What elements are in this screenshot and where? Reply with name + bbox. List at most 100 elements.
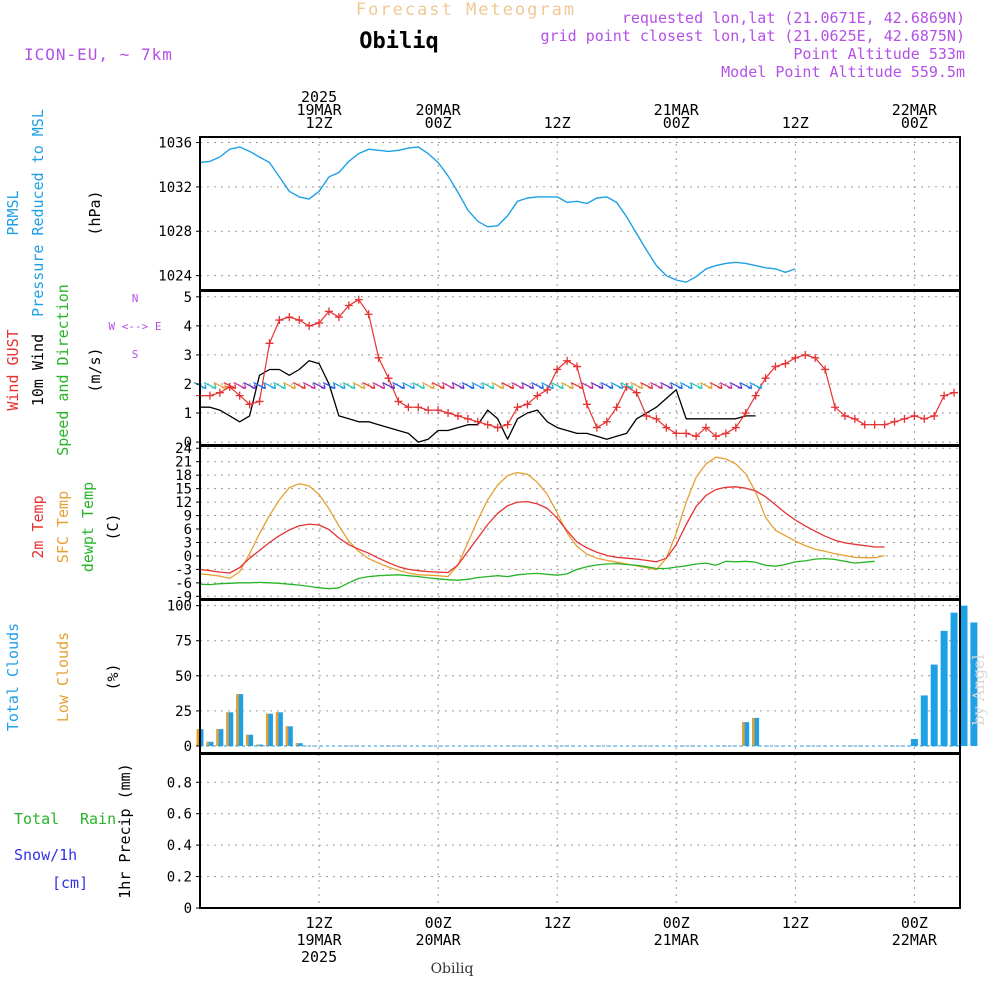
low-clouds-bar xyxy=(246,734,249,746)
total-clouds-bar xyxy=(910,738,918,746)
gust-point-marker xyxy=(305,321,314,330)
wind-direction-arrow xyxy=(372,381,386,390)
wind-direction-arrow xyxy=(253,381,267,390)
gust-point-marker xyxy=(374,353,383,362)
precipitation-ytick-label: 0.8 xyxy=(167,775,192,791)
wind-direction-arrow xyxy=(431,381,445,390)
low-clouds-bar xyxy=(285,726,289,746)
gust-point-marker xyxy=(414,403,423,412)
gust-point-marker xyxy=(235,391,244,400)
total-clouds-bar xyxy=(295,743,303,746)
pressure-ytick-label: 1028 xyxy=(158,224,192,240)
dewpoint-temp-line xyxy=(199,557,875,590)
gust-point-marker xyxy=(384,374,393,383)
wind-direction-arrow xyxy=(332,381,346,390)
wind-direction-arrow xyxy=(521,381,535,390)
gust-point-marker xyxy=(463,414,472,423)
gust-point-marker xyxy=(453,411,462,420)
compass-south: S xyxy=(132,348,139,361)
temperature-ytick-label: 24 xyxy=(175,441,192,457)
top-time-label: 19MAR xyxy=(296,101,342,119)
gust-point-marker xyxy=(582,400,591,409)
low-clouds-bar xyxy=(216,729,219,746)
temp-label-2m: 2m Temp xyxy=(29,495,47,558)
gust-point-marker xyxy=(910,411,919,420)
total-clouds-bar xyxy=(246,734,254,746)
gust-point-marker xyxy=(424,406,433,415)
temperature-ytick-label: 18 xyxy=(175,468,192,484)
gust-point-marker xyxy=(483,420,492,429)
wind-direction-arrow xyxy=(203,381,217,390)
wind-direction-arrow xyxy=(273,381,287,390)
gust-point-marker xyxy=(930,411,939,420)
gust-point-marker xyxy=(850,414,859,423)
low-clouds-bar xyxy=(206,741,209,746)
gust-point-marker xyxy=(354,295,363,304)
wind-direction-arrow xyxy=(550,381,564,390)
clouds-panel-frame xyxy=(199,599,961,754)
wind-direction-arrow xyxy=(709,381,723,390)
gust-point-marker xyxy=(900,414,909,423)
pressure-label-desc: Pressure Reduced to MSL xyxy=(29,109,47,317)
model-altitude: Model Point Altitude 559.5m xyxy=(721,63,965,81)
gust-point-marker xyxy=(821,365,830,374)
gust-point-marker xyxy=(285,313,294,322)
gust-point-marker xyxy=(592,423,601,432)
bottom-time-label: 12Z xyxy=(782,914,809,932)
wind-direction-arrow xyxy=(620,381,634,390)
top-time-label: 00Z xyxy=(663,114,690,132)
gust-point-marker xyxy=(860,420,869,429)
gridpoint-coords: grid point closest lon,lat (21.0625E, 42… xyxy=(541,27,965,45)
wind-direction-arrow xyxy=(679,381,693,390)
gust-point-marker xyxy=(503,420,512,429)
gust-point-marker xyxy=(711,432,720,441)
grid-lines xyxy=(200,137,960,908)
gust-point-marker xyxy=(940,391,949,400)
gust-point-marker xyxy=(870,420,879,429)
wind-direction-arrow xyxy=(580,381,594,390)
clouds-label-unit: (%) xyxy=(104,663,122,690)
top-time-label: 22MAR xyxy=(892,101,938,119)
wind-ytick-label: 4 xyxy=(184,319,192,335)
low-clouds-bar xyxy=(275,712,279,746)
top-time-label: 21MAR xyxy=(654,101,700,119)
sfc-temp-line xyxy=(199,456,885,580)
wind-direction-arrow xyxy=(739,381,753,390)
total-clouds-bar xyxy=(216,729,224,746)
footer-location: Obiliq xyxy=(431,961,474,977)
bottom-time-label: 00Z xyxy=(663,914,690,932)
gust-point-marker xyxy=(493,423,502,432)
clouds-ytick-label: 0 xyxy=(184,739,192,755)
gust-point-marker xyxy=(295,316,304,325)
temperature-ytick-label: -3 xyxy=(175,562,192,578)
gust-point-marker xyxy=(731,423,740,432)
gust-point-marker xyxy=(434,406,443,415)
wind-direction-arrow xyxy=(223,381,237,390)
low-clouds-bar xyxy=(236,694,239,746)
wind-direction-arrow xyxy=(699,381,713,390)
precipitation-ytick-label: 0 xyxy=(184,901,192,917)
wind-direction-arrow xyxy=(243,381,257,390)
gust-point-marker xyxy=(553,365,562,374)
top-time-label: 20MAR xyxy=(416,101,462,119)
low-clouds-bar xyxy=(265,713,269,746)
gust-point-marker xyxy=(781,359,790,368)
gust-point-marker xyxy=(404,403,413,412)
precipitation-ytick-label: 0.4 xyxy=(167,838,192,854)
wind-direction-arrow xyxy=(263,381,277,390)
total-clouds-bar xyxy=(970,622,978,746)
wind-direction-arrow xyxy=(531,381,544,390)
gust-point-marker xyxy=(632,388,641,397)
total-clouds-bar xyxy=(275,712,283,746)
wind-speed-line xyxy=(200,360,756,443)
gust-point-marker xyxy=(324,307,333,316)
precipitation-panel-frame xyxy=(199,753,961,909)
wind-direction-arrow xyxy=(511,381,525,390)
gust-point-marker xyxy=(880,420,889,429)
bottom-time-label: 12Z xyxy=(544,914,571,932)
total-clouds-bar xyxy=(950,612,958,746)
temperature-ytick-label: 0 xyxy=(184,549,192,565)
gust-point-marker xyxy=(602,417,611,426)
bottom-time-label: 20MAR xyxy=(416,931,462,949)
wind-direction-arrow xyxy=(461,381,475,390)
